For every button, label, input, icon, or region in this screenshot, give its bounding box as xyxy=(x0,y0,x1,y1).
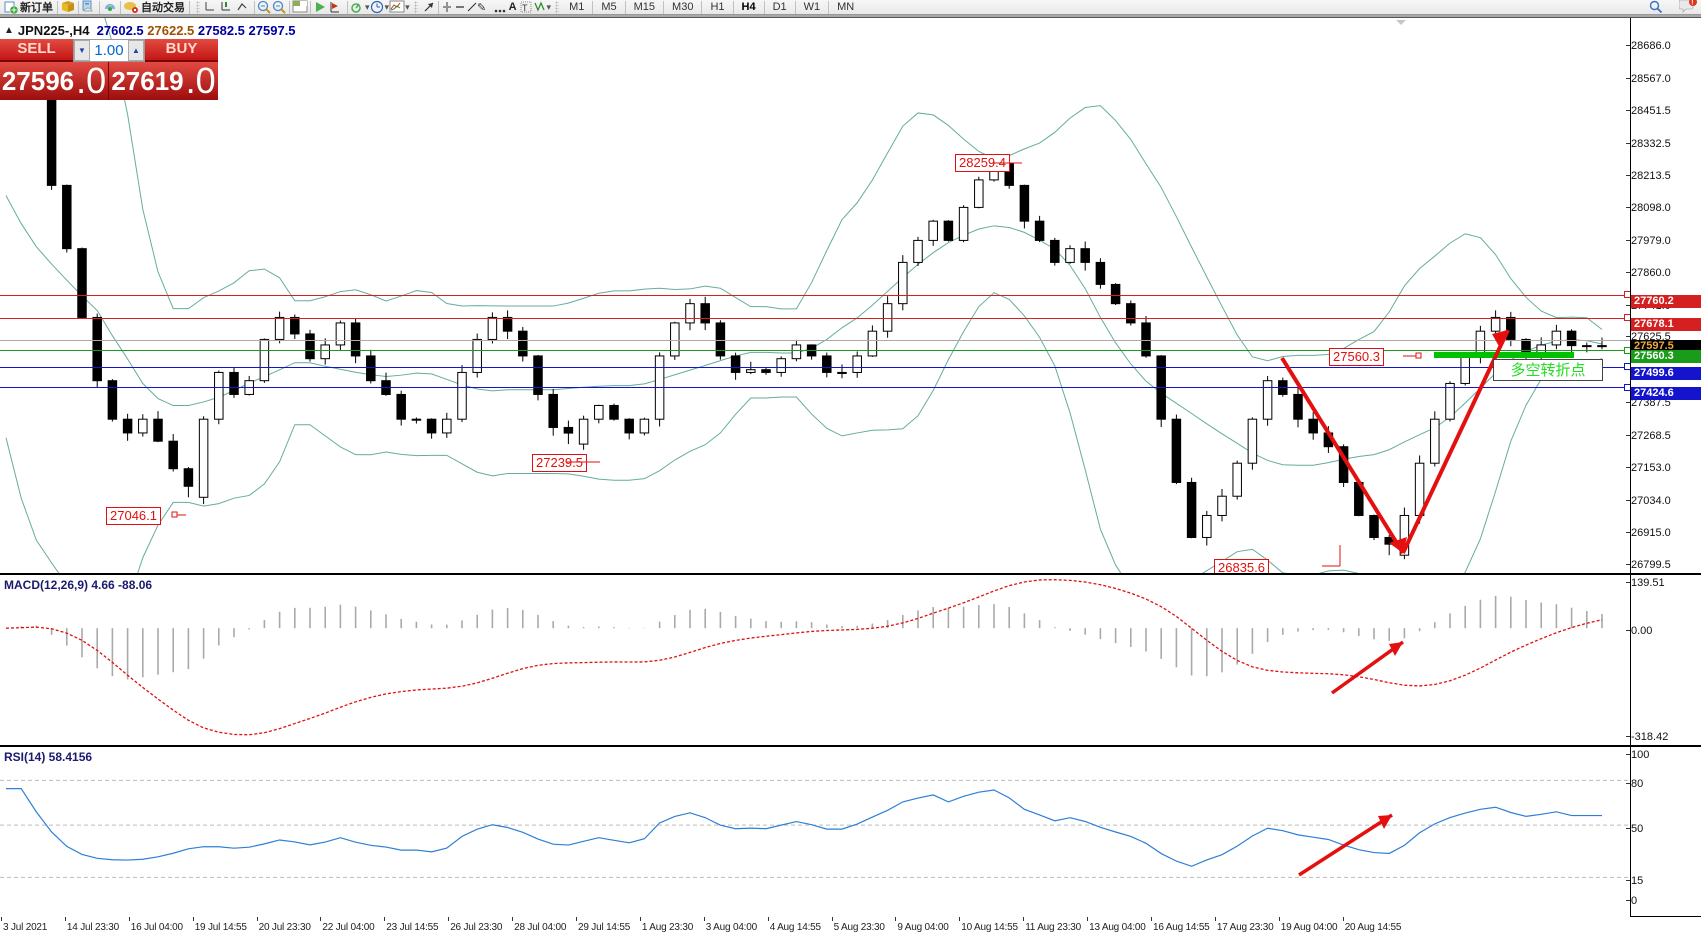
svg-text:T: T xyxy=(522,3,528,13)
svg-text:!: ! xyxy=(1691,0,1693,6)
svg-text:✎: ✎ xyxy=(477,2,486,14)
